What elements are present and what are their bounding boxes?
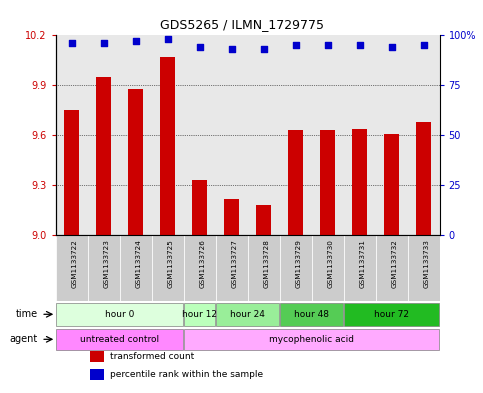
- Text: hour 72: hour 72: [374, 310, 409, 319]
- Bar: [160, 57, 175, 235]
- Text: GDS5265 / ILMN_1729775: GDS5265 / ILMN_1729775: [159, 18, 324, 31]
- Bar: [87, 235, 120, 301]
- Text: GSM1133731: GSM1133731: [359, 239, 366, 288]
- Point: [196, 44, 203, 51]
- Bar: [256, 206, 271, 235]
- Bar: [64, 110, 79, 235]
- Bar: [343, 35, 376, 235]
- Text: GSM1133732: GSM1133732: [392, 239, 398, 288]
- Point: [68, 40, 75, 46]
- Text: GSM1133730: GSM1133730: [327, 239, 334, 288]
- Point: [132, 38, 140, 44]
- Bar: [184, 235, 215, 301]
- Bar: [280, 35, 312, 235]
- Text: hour 24: hour 24: [230, 310, 265, 319]
- Bar: [90, 369, 103, 380]
- Text: GSM1133722: GSM1133722: [71, 239, 78, 288]
- Bar: [56, 303, 183, 326]
- Bar: [90, 351, 103, 362]
- Bar: [184, 35, 215, 235]
- Bar: [352, 129, 367, 235]
- Point: [260, 46, 268, 53]
- Point: [164, 36, 171, 42]
- Point: [324, 42, 331, 48]
- Bar: [408, 235, 440, 301]
- Text: agent: agent: [10, 334, 38, 344]
- Text: hour 48: hour 48: [294, 310, 329, 319]
- Bar: [248, 35, 280, 235]
- Bar: [376, 235, 408, 301]
- Point: [227, 46, 235, 53]
- Bar: [320, 130, 335, 235]
- Bar: [416, 122, 431, 235]
- Bar: [248, 235, 280, 301]
- Bar: [192, 180, 207, 235]
- Bar: [344, 303, 439, 326]
- Point: [355, 42, 363, 48]
- Text: GSM1133723: GSM1133723: [103, 239, 110, 288]
- Bar: [152, 35, 184, 235]
- Bar: [120, 35, 152, 235]
- Bar: [184, 303, 215, 326]
- Point: [420, 42, 427, 48]
- Bar: [343, 235, 376, 301]
- Text: mycophenolic acid: mycophenolic acid: [269, 335, 354, 344]
- Bar: [87, 35, 120, 235]
- Bar: [288, 130, 303, 235]
- Bar: [56, 235, 87, 301]
- Bar: [120, 235, 152, 301]
- Bar: [280, 303, 343, 326]
- Bar: [312, 235, 343, 301]
- Point: [292, 42, 299, 48]
- Point: [388, 44, 396, 51]
- Text: hour 0: hour 0: [105, 310, 134, 319]
- Bar: [152, 235, 184, 301]
- Bar: [56, 35, 87, 235]
- Text: GSM1133733: GSM1133733: [424, 239, 429, 288]
- Bar: [376, 35, 408, 235]
- Text: hour 12: hour 12: [182, 310, 217, 319]
- Bar: [215, 235, 248, 301]
- Bar: [312, 35, 343, 235]
- Text: percentile rank within the sample: percentile rank within the sample: [110, 370, 263, 379]
- Bar: [280, 235, 312, 301]
- Text: GSM1133728: GSM1133728: [264, 239, 270, 288]
- Bar: [56, 329, 183, 350]
- Bar: [96, 77, 111, 235]
- Text: transformed count: transformed count: [110, 352, 194, 361]
- Text: GSM1133724: GSM1133724: [136, 239, 142, 288]
- Text: untreated control: untreated control: [80, 335, 159, 344]
- Text: time: time: [16, 309, 38, 319]
- Bar: [384, 134, 399, 235]
- Bar: [216, 303, 279, 326]
- Bar: [215, 35, 248, 235]
- Point: [99, 40, 107, 46]
- Bar: [408, 35, 440, 235]
- Bar: [184, 329, 439, 350]
- Bar: [128, 89, 143, 235]
- Text: GSM1133725: GSM1133725: [168, 239, 173, 288]
- Bar: [224, 199, 239, 235]
- Text: GSM1133729: GSM1133729: [296, 239, 301, 288]
- Text: GSM1133727: GSM1133727: [231, 239, 238, 288]
- Text: GSM1133726: GSM1133726: [199, 239, 206, 288]
